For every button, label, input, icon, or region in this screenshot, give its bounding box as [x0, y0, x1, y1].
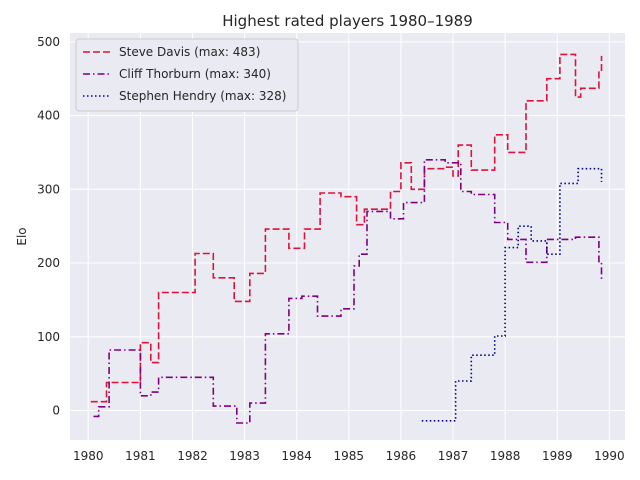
x-tick-label: 1986 — [386, 449, 417, 463]
x-tick-label: 1987 — [438, 449, 469, 463]
x-tick-label: 1980 — [73, 449, 104, 463]
legend-label: Stephen Hendry (max: 328) — [119, 89, 286, 103]
x-tick-label: 1988 — [490, 449, 521, 463]
x-tick-label: 1989 — [542, 449, 573, 463]
y-tick-label: 400 — [37, 109, 60, 123]
x-tick-label: 1985 — [334, 449, 365, 463]
y-tick-label: 300 — [37, 182, 60, 196]
x-tick-label: 1990 — [594, 449, 625, 463]
x-tick-label: 1984 — [281, 449, 312, 463]
x-tick-label: 1983 — [229, 449, 260, 463]
series-layer — [90, 53, 603, 424]
x-tick-label: 1981 — [125, 449, 156, 463]
chart-title: Highest rated players 1980–1989 — [222, 12, 473, 30]
series-line-cliff-thorburn — [93, 159, 603, 424]
legend: Steve Davis (max: 483) Cliff Thorburn (ma… — [75, 38, 299, 112]
legend-label: Cliff Thorburn (max: 340) — [119, 67, 271, 81]
y-tick-labels: 0 100 200 300 400 500 — [37, 35, 60, 418]
y-tick-label: 500 — [37, 35, 60, 49]
series-line-steve-davis — [90, 53, 603, 403]
series-line-stephen-hendry — [421, 167, 603, 422]
x-tick-label: 1982 — [177, 449, 208, 463]
y-tick-label: 0 — [52, 404, 60, 418]
y-tick-label: 100 — [37, 330, 60, 344]
y-tick-label: 200 — [37, 256, 60, 270]
y-axis-label: Elo — [15, 227, 29, 245]
legend-box — [75, 38, 299, 112]
legend-label: Steve Davis (max: 483) — [119, 45, 260, 59]
x-tick-labels: 1980 1981 1982 1983 1984 1985 1986 1987 1988 1989… — [73, 449, 625, 463]
